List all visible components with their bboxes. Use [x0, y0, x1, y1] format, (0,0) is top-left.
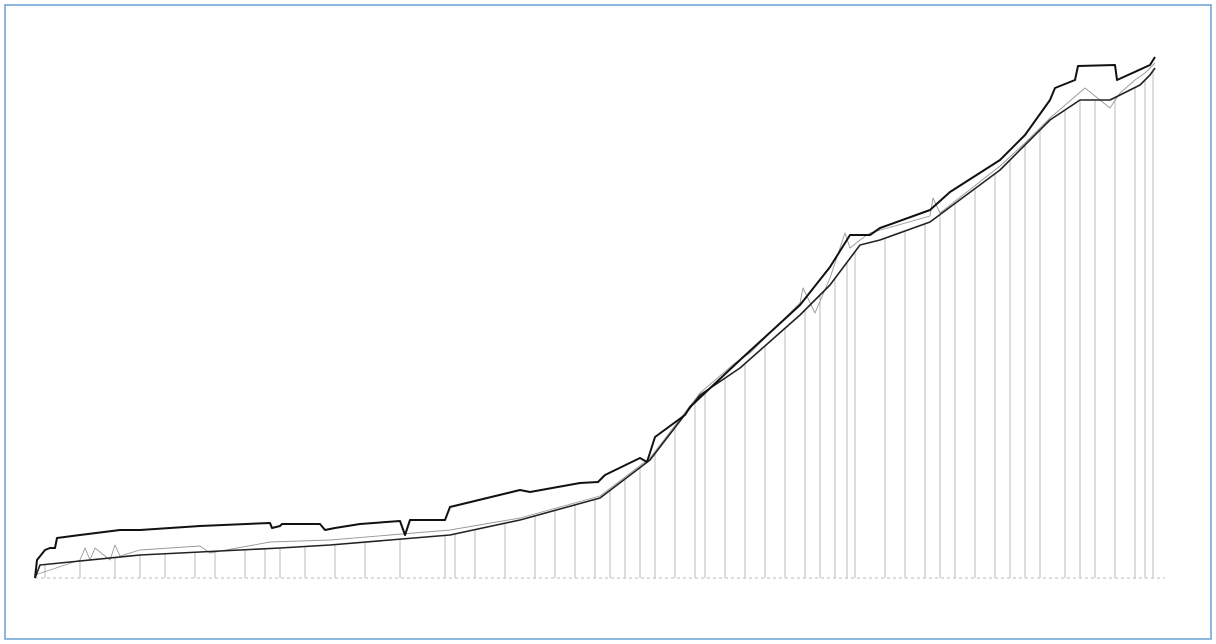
panel-frame	[4, 4, 1212, 640]
series-line	[34, 56, 1156, 579]
series-line	[34, 67, 1156, 579]
series-line	[34, 62, 1156, 576]
